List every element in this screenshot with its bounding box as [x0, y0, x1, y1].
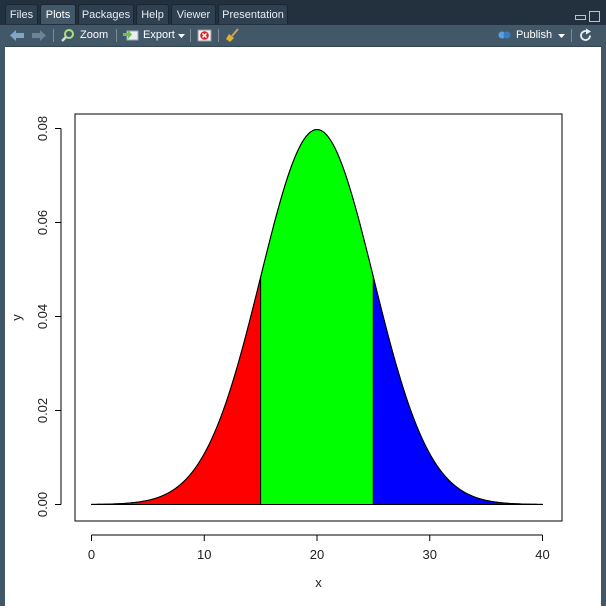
zoom-label: Zoom [80, 29, 109, 41]
y-axis-label: y [9, 314, 24, 321]
tab-packages[interactable]: Packages [78, 4, 134, 24]
plots-toolbar: Zoom Export Publish [0, 25, 606, 47]
y-axis: 0.00 0.02 0.04 0.06 0.08 [35, 116, 62, 517]
maximize-pane-icon[interactable] [589, 11, 600, 22]
tab-help-label: Help [141, 9, 164, 21]
tab-packages-label: Packages [81, 9, 131, 21]
tab-help[interactable]: Help [136, 4, 169, 24]
zoom-button[interactable]: Zoom [61, 25, 111, 46]
toolbar-separator [53, 29, 54, 42]
y-tick-label: 0.08 [35, 116, 50, 141]
tab-plots[interactable]: Plots [40, 4, 76, 24]
publish-button[interactable]: Publish [497, 25, 565, 46]
y-tick-label: 0.04 [35, 304, 50, 329]
remove-plot-icon[interactable] [197, 28, 212, 43]
x-tick-label: 10 [197, 547, 211, 562]
pane-window-controls [572, 9, 600, 27]
normal-density-chart: 0 10 20 30 40 0.00 0.02 0.04 0.06 0.08 x y [9, 113, 563, 590]
toolbar-separator [190, 29, 191, 42]
export-icon [123, 30, 139, 41]
pane-frame-right [601, 46, 606, 606]
tab-files[interactable]: Files [5, 4, 38, 24]
y-tick-label: 0.02 [35, 398, 50, 423]
tab-presentation-label: Presentation [222, 9, 284, 21]
middle-region [260, 128, 374, 505]
toolbar-separator [571, 29, 572, 42]
publish-icon [498, 31, 511, 39]
pane-tab-bar: Files Plots Packages Help Viewer Present… [0, 0, 606, 26]
x-tick-label: 30 [423, 547, 437, 562]
plot-viewer: 0 10 20 30 40 0.00 0.02 0.04 0.06 0.08 x y [5, 47, 601, 606]
x-tick-label: 40 [535, 547, 549, 562]
y-tick-label: 0.00 [35, 492, 50, 517]
back-arrow-icon[interactable] [9, 29, 25, 42]
right-tail-region [372, 276, 543, 505]
toolbar-separator [116, 29, 117, 42]
chevron-down-icon [558, 34, 565, 38]
plot-box [74, 113, 563, 522]
zoom-icon [61, 29, 74, 42]
x-axis: 0 10 20 30 40 [88, 534, 550, 562]
y-tick-label: 0.06 [35, 210, 50, 235]
pane-frame-left [0, 46, 5, 606]
tab-viewer-label: Viewer [176, 9, 211, 21]
chevron-down-icon [178, 34, 185, 38]
tab-plots-label: Plots [45, 9, 71, 21]
shaded-regions [91, 128, 543, 505]
publish-label: Publish [516, 29, 553, 41]
left-tail-region [91, 276, 262, 505]
toolbar-separator [218, 29, 219, 42]
tab-files-label: Files [9, 9, 34, 21]
x-tick-label: 0 [88, 547, 95, 562]
minimize-pane-icon[interactable] [575, 15, 586, 20]
x-tick-label: 20 [310, 547, 324, 562]
tab-viewer[interactable]: Viewer [171, 4, 216, 24]
export-button[interactable]: Export [123, 25, 185, 46]
export-label: Export [143, 29, 175, 41]
refresh-icon[interactable] [578, 28, 593, 43]
forward-arrow-icon[interactable] [31, 29, 47, 42]
tab-presentation[interactable]: Presentation [218, 4, 288, 24]
x-axis-label: x [315, 575, 322, 590]
density-curve-line [91, 128, 543, 505]
broom-icon[interactable] [225, 28, 240, 43]
